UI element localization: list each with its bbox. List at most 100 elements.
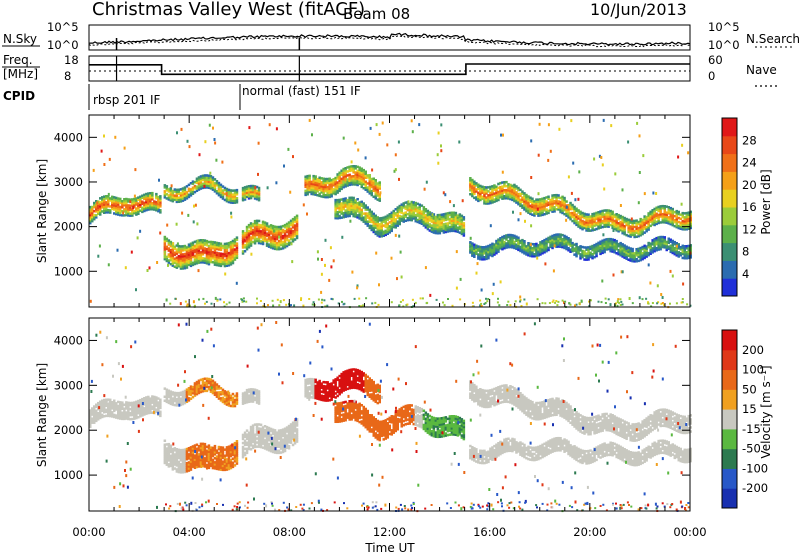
power-cell <box>141 194 144 198</box>
power-cell <box>334 184 337 188</box>
power-cell <box>462 234 466 237</box>
power-cell <box>607 213 610 216</box>
power-cell <box>304 185 307 189</box>
power-cell <box>181 245 185 248</box>
velocity-cell <box>217 464 221 467</box>
power-cell <box>687 213 690 216</box>
power-cell <box>113 196 116 199</box>
power-cell <box>489 199 492 203</box>
power-cell <box>227 262 231 265</box>
power-scatter-cell <box>547 158 550 162</box>
power-cell <box>587 227 590 230</box>
power-cell <box>555 241 558 245</box>
velocity-cell <box>203 447 207 450</box>
power-scatter-cell <box>530 139 533 143</box>
velocity-cell <box>165 463 169 466</box>
power-cell <box>368 176 371 179</box>
power-cell <box>507 189 510 192</box>
velocity-cell <box>123 409 126 413</box>
velocity-cell <box>181 460 185 464</box>
power-cell <box>175 256 179 259</box>
power-scatter-cell <box>159 231 162 235</box>
power-cell <box>595 227 598 231</box>
power-cell <box>631 231 634 235</box>
power-cell <box>189 246 193 250</box>
power-cell <box>599 242 602 246</box>
power-scatter-cell <box>107 263 110 267</box>
power-cell <box>615 227 618 230</box>
power-cell <box>275 245 279 249</box>
power-cell <box>177 192 181 196</box>
power-clutter-cell <box>188 304 191 307</box>
power-cell <box>663 213 666 216</box>
power-cell <box>340 208 343 211</box>
power-scatter-cell <box>157 200 160 204</box>
power-cell <box>458 227 462 230</box>
power-cell <box>117 209 120 212</box>
power-cell <box>505 242 508 245</box>
power-cell <box>485 200 488 203</box>
power-clutter-cell <box>312 301 315 304</box>
power-cell <box>563 246 566 250</box>
power-cell <box>366 206 369 209</box>
power-cell <box>372 214 375 218</box>
power-cell <box>173 257 177 261</box>
power-cell <box>322 181 325 185</box>
power-cell <box>211 246 215 250</box>
velocity-cell <box>135 414 138 418</box>
power-cell <box>169 189 173 192</box>
power-cell <box>589 229 592 232</box>
power-clutter-cell <box>447 298 449 300</box>
power-cell <box>613 221 616 225</box>
power-cell <box>569 213 572 217</box>
power-cell <box>95 210 98 213</box>
power-cell <box>326 189 329 193</box>
power-cell <box>247 225 251 229</box>
power-cell <box>259 240 263 243</box>
velocity-cell <box>101 405 104 409</box>
power-cell <box>683 228 686 231</box>
power-cell <box>653 219 656 223</box>
power-cell <box>669 248 672 252</box>
power-cell <box>289 231 293 235</box>
power-cell <box>677 245 680 248</box>
power-cell <box>619 246 622 249</box>
power-cell <box>263 223 267 226</box>
velocity-cell <box>133 413 136 416</box>
power-cell <box>249 196 253 200</box>
power-cell <box>255 197 259 201</box>
power-cell <box>635 223 638 226</box>
power-cell <box>527 195 530 198</box>
velocity-cell <box>179 450 183 454</box>
power-cell <box>207 174 211 178</box>
power-cell <box>639 225 642 229</box>
power-cell <box>205 180 209 183</box>
power-scatter-cell <box>311 133 313 137</box>
power-cell <box>605 217 608 220</box>
power-cell <box>549 237 552 241</box>
power-cell <box>473 182 476 186</box>
power-cell <box>257 227 261 231</box>
power-cell <box>589 215 592 218</box>
power-cell <box>199 243 203 246</box>
velocity-cell <box>139 400 142 404</box>
velocity-cell <box>167 457 171 460</box>
power-cell <box>209 185 213 188</box>
power-cell <box>655 222 658 226</box>
power-cell <box>563 198 566 202</box>
power-cell <box>330 191 333 194</box>
power-clutter-cell <box>324 305 327 308</box>
power-cell <box>539 202 542 205</box>
power-cell <box>163 253 167 257</box>
velocity-cell <box>171 447 175 451</box>
power-cell <box>462 230 466 233</box>
power-cell <box>235 199 239 202</box>
power-cell <box>293 238 297 241</box>
power-cell <box>306 193 309 196</box>
power-cell <box>285 238 289 242</box>
power-cell <box>557 243 560 246</box>
velocity-cell <box>155 402 158 405</box>
power-cell <box>199 257 203 260</box>
power-cell <box>169 187 173 190</box>
power-cell <box>513 189 516 193</box>
